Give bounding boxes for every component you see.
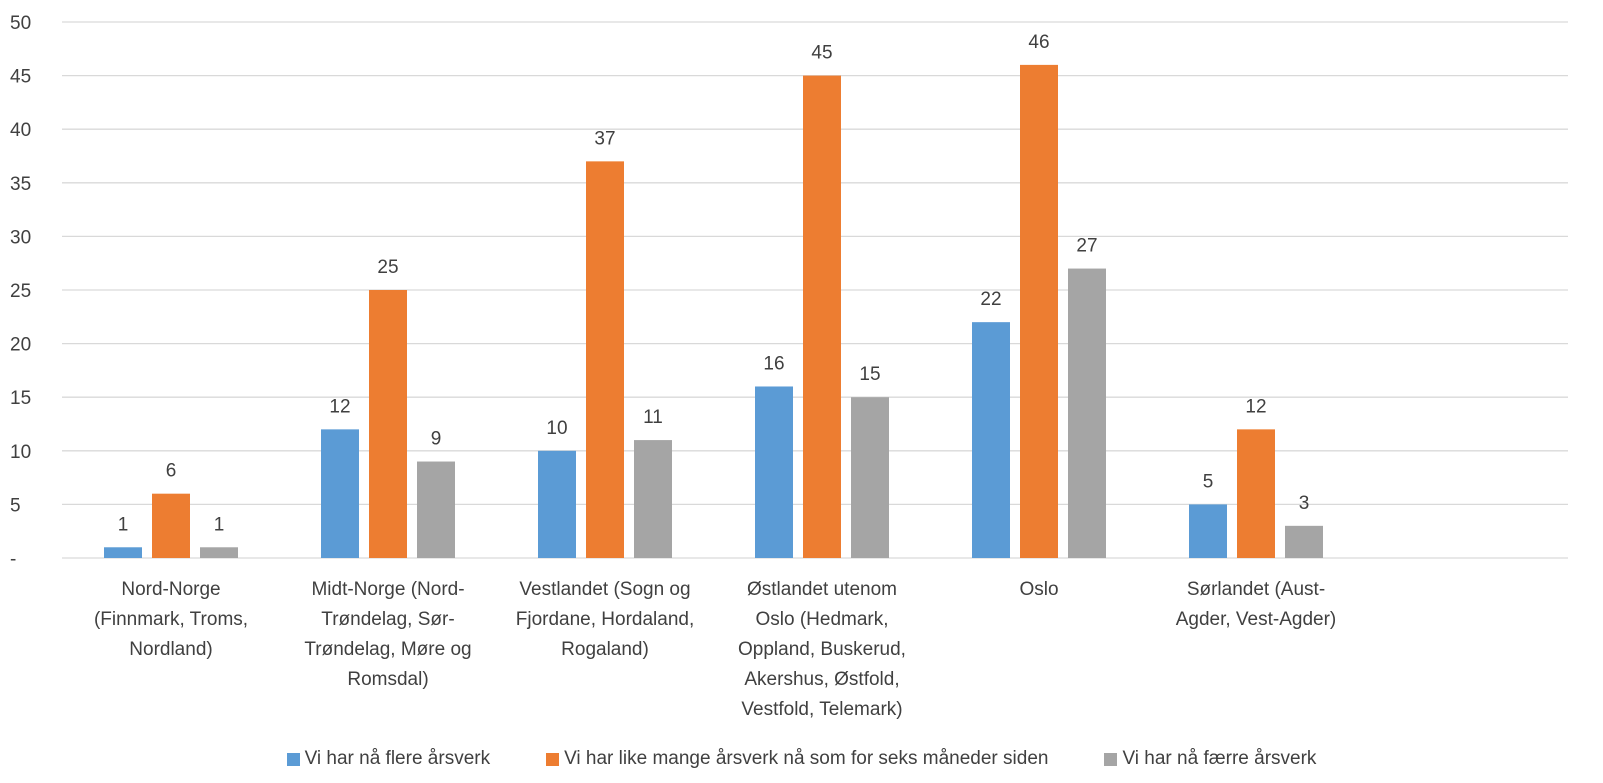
data-label: 1	[118, 514, 129, 535]
legend-swatch	[546, 752, 560, 766]
y-tick-label: 10	[10, 442, 31, 463]
data-label: 6	[166, 461, 177, 482]
y-tick-label: 45	[10, 67, 31, 88]
data-label: 45	[811, 43, 832, 64]
data-labels: 1 12 10 16 22 5 6 25 37 45 46 12 1 9 11 15 27 3	[118, 32, 1310, 535]
bar	[321, 429, 359, 558]
bar	[851, 397, 889, 558]
category-label: Østlandet utenom Oslo (Hedmark, Oppland, B…	[738, 579, 906, 720]
category-label: Sørlandet (Aust-Agder, Vest-Agder)	[1176, 579, 1337, 630]
bars	[104, 64, 1323, 559]
legend-item: Vi har like mange årsverk nå som for sek…	[546, 748, 1048, 770]
data-label: 37	[594, 128, 615, 149]
bar	[152, 493, 190, 558]
y-tick-label: 40	[10, 120, 31, 141]
bar	[755, 386, 793, 558]
data-label: 1	[214, 514, 225, 535]
data-label: 15	[859, 364, 880, 385]
bar	[1189, 504, 1227, 558]
legend-label: Vi har like mange årsverk nå som for sek…	[564, 748, 1049, 769]
y-tick-label: -	[10, 549, 16, 570]
category-labels: Nord-Norge (Finnmark, Troms, Nordland) Midt…	[94, 579, 1336, 720]
bar	[417, 461, 455, 558]
category-label: Nord-Norge (Finnmark, Troms, Nordland)	[94, 579, 248, 660]
legend: Vi har nå flere årsverk Vi har like mange…	[0, 744, 1603, 774]
data-label: 22	[980, 289, 1001, 310]
data-label: 46	[1028, 32, 1049, 53]
y-tick-label: 35	[10, 174, 31, 195]
bar	[1068, 268, 1106, 558]
y-tick-label: 25	[10, 281, 31, 302]
data-label: 27	[1076, 236, 1097, 257]
bar-chart: - 5 10 15 20 25 30 35 40 45 50 1 12 10 16 22 5 6 25 37 45 46…	[10, 13, 1568, 720]
legend-swatch	[1104, 752, 1118, 766]
bar	[538, 450, 576, 558]
legend-swatch	[286, 752, 300, 766]
y-axis-ticks: - 5 10 15 20 25 30 35 40 45 50	[10, 13, 31, 570]
data-label: 10	[546, 418, 567, 439]
data-label: 9	[431, 429, 442, 450]
y-tick-label: 20	[10, 335, 31, 356]
data-label: 16	[763, 353, 784, 374]
bar	[1020, 64, 1058, 558]
data-label: 12	[329, 396, 350, 417]
legend-label: Vi har nå flere årsverk	[304, 748, 491, 769]
data-label: 25	[377, 257, 398, 278]
bar	[369, 290, 407, 558]
category-label: Midt-Norge (Nord-Trøndelag, Sør-Trøndela…	[304, 579, 471, 690]
data-label: 5	[1203, 471, 1214, 492]
y-tick-label: 30	[10, 227, 31, 248]
y-tick-label: 50	[10, 13, 31, 34]
legend-item: Vi har nå færre årsverk	[1104, 748, 1316, 770]
bar	[586, 161, 624, 559]
data-label: 3	[1299, 493, 1310, 514]
data-label: 11	[643, 407, 663, 428]
bar	[1237, 429, 1275, 558]
bar	[634, 440, 672, 558]
legend-label: Vi har nå færre årsverk	[1122, 748, 1317, 769]
category-label: Oslo	[1019, 579, 1058, 600]
y-tick-label: 5	[10, 495, 21, 516]
bar	[972, 322, 1010, 558]
legend-item: Vi har nå flere årsverk	[286, 748, 491, 770]
category-label: Vestlandet (Sogn og Fjordane, Hordaland, R…	[516, 579, 695, 660]
bar	[200, 547, 238, 558]
data-label: 12	[1245, 396, 1266, 417]
bar	[803, 75, 841, 558]
bar	[104, 547, 142, 558]
bar	[1285, 525, 1323, 558]
y-tick-label: 15	[10, 388, 31, 409]
